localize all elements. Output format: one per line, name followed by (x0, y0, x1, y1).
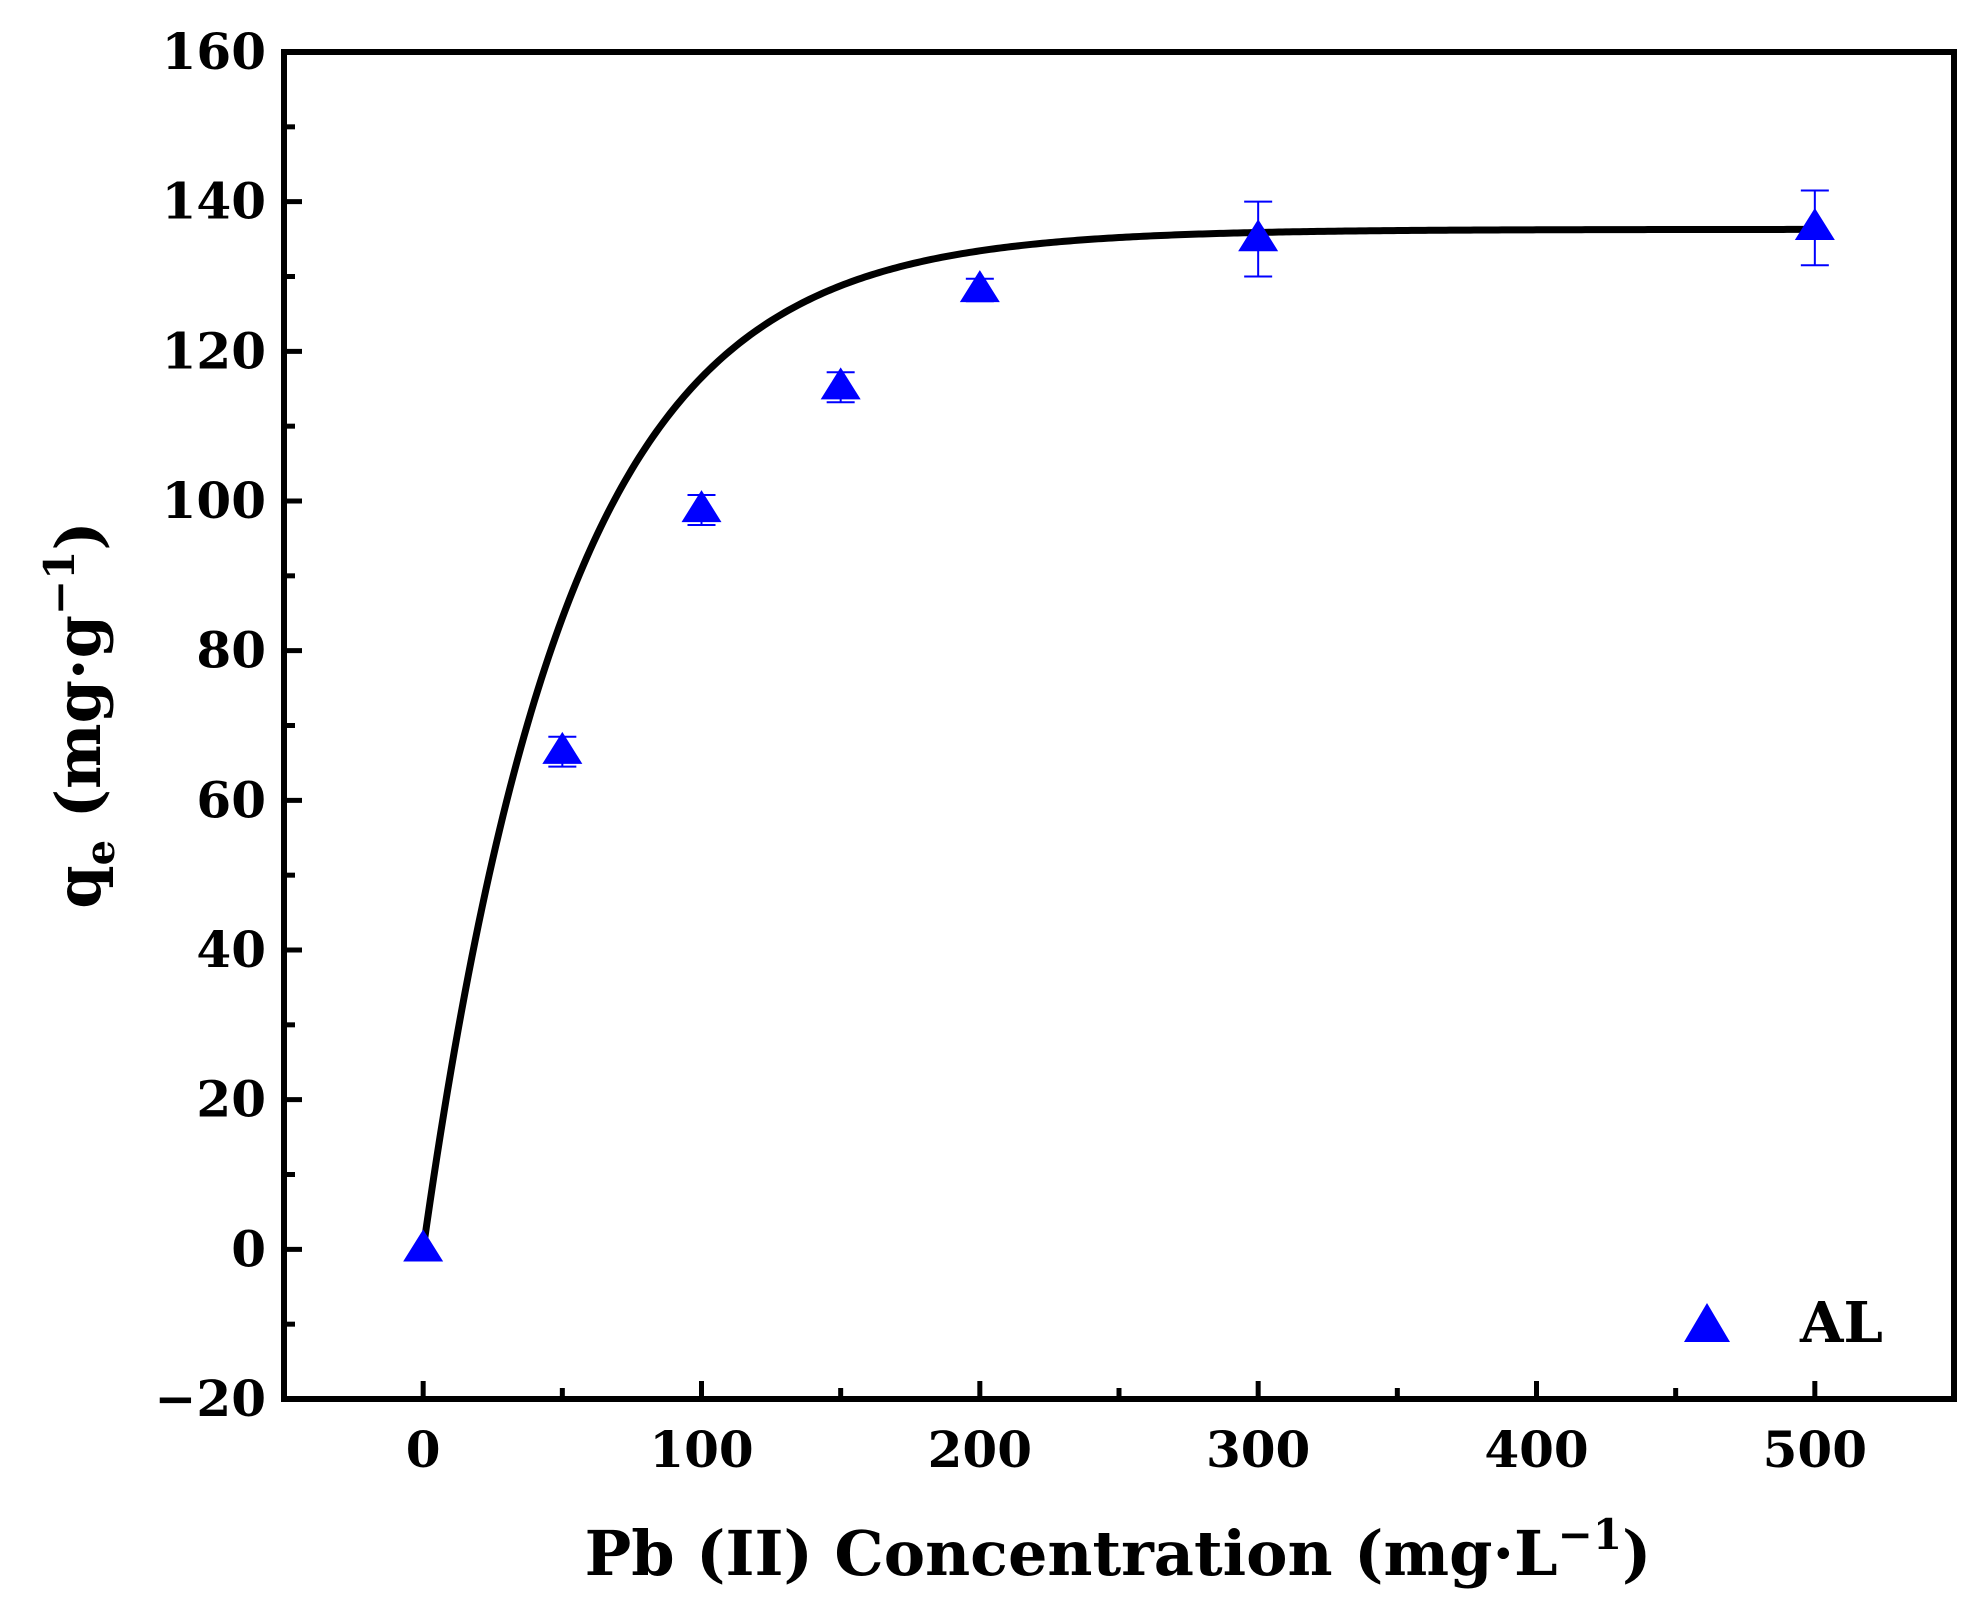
data-point (820, 367, 861, 400)
y-tick-label: −20 (155, 1369, 266, 1428)
y-tick-label: 40 (196, 920, 266, 979)
y-axis-title-close: ) (42, 521, 115, 550)
x-tick-label: 300 (1206, 1420, 1310, 1479)
x-tick-label: 200 (928, 1420, 1032, 1479)
data-point (1794, 208, 1835, 241)
y-tick-label: 60 (196, 770, 266, 829)
x-axis-title-dot: · (1492, 1517, 1514, 1590)
x-tick-label: 400 (1484, 1420, 1588, 1479)
plot-frame (281, 49, 1957, 1402)
x-tick-label: 0 (406, 1420, 441, 1479)
error-bars (548, 189, 1829, 768)
y-tick-label: 100 (162, 471, 266, 530)
x-axis-title-sup: −1 (1558, 1510, 1622, 1559)
data-point (542, 731, 583, 764)
y-axis-ticks (284, 49, 302, 1402)
y-axis-title-sub: e (77, 840, 124, 865)
x-tick-label: 500 (1763, 1420, 1867, 1479)
x-tick-label: 100 (649, 1420, 753, 1479)
y-tick-label: 20 (196, 1070, 266, 1129)
fit-curve (419, 225, 1815, 1250)
x-axis-ticks (281, 1381, 1957, 1399)
y-axis-title: qe (mg·g−1) (35, 521, 124, 908)
x-axis-tick-labels: 0 100 200 300 400 500 (406, 1420, 1867, 1479)
y-axis-title-main: q (42, 865, 115, 908)
data-points (403, 208, 1835, 1262)
y-axis-title-sup: −1 (35, 551, 84, 615)
x-axis-title: Pb (II) Concentration (mg·L−1) (585, 1510, 1652, 1590)
data-point (1238, 219, 1279, 252)
data-point (959, 270, 1000, 303)
legend-marker-AL (1684, 1303, 1730, 1342)
x-axis-title-unit: L (1514, 1517, 1558, 1590)
y-tick-label: 80 (196, 621, 266, 680)
y-tick-label: 140 (162, 172, 266, 231)
legend: AL (1684, 1290, 1883, 1356)
y-tick-label: 160 (162, 22, 266, 81)
y-tick-label: 0 (231, 1219, 266, 1278)
y-axis-title-unit: (mg·g (42, 615, 115, 840)
data-point (681, 490, 722, 523)
y-tick-label: 120 (162, 321, 266, 380)
legend-label-AL: AL (1799, 1290, 1883, 1356)
x-axis-title-text: Pb (II) Concentration (mg (585, 1517, 1493, 1590)
y-axis-tick-labels: −20 0 20 40 60 80 100 120 140 160 (155, 22, 266, 1428)
x-axis-title-close: ) (1622, 1517, 1651, 1590)
data-point (403, 1229, 444, 1262)
